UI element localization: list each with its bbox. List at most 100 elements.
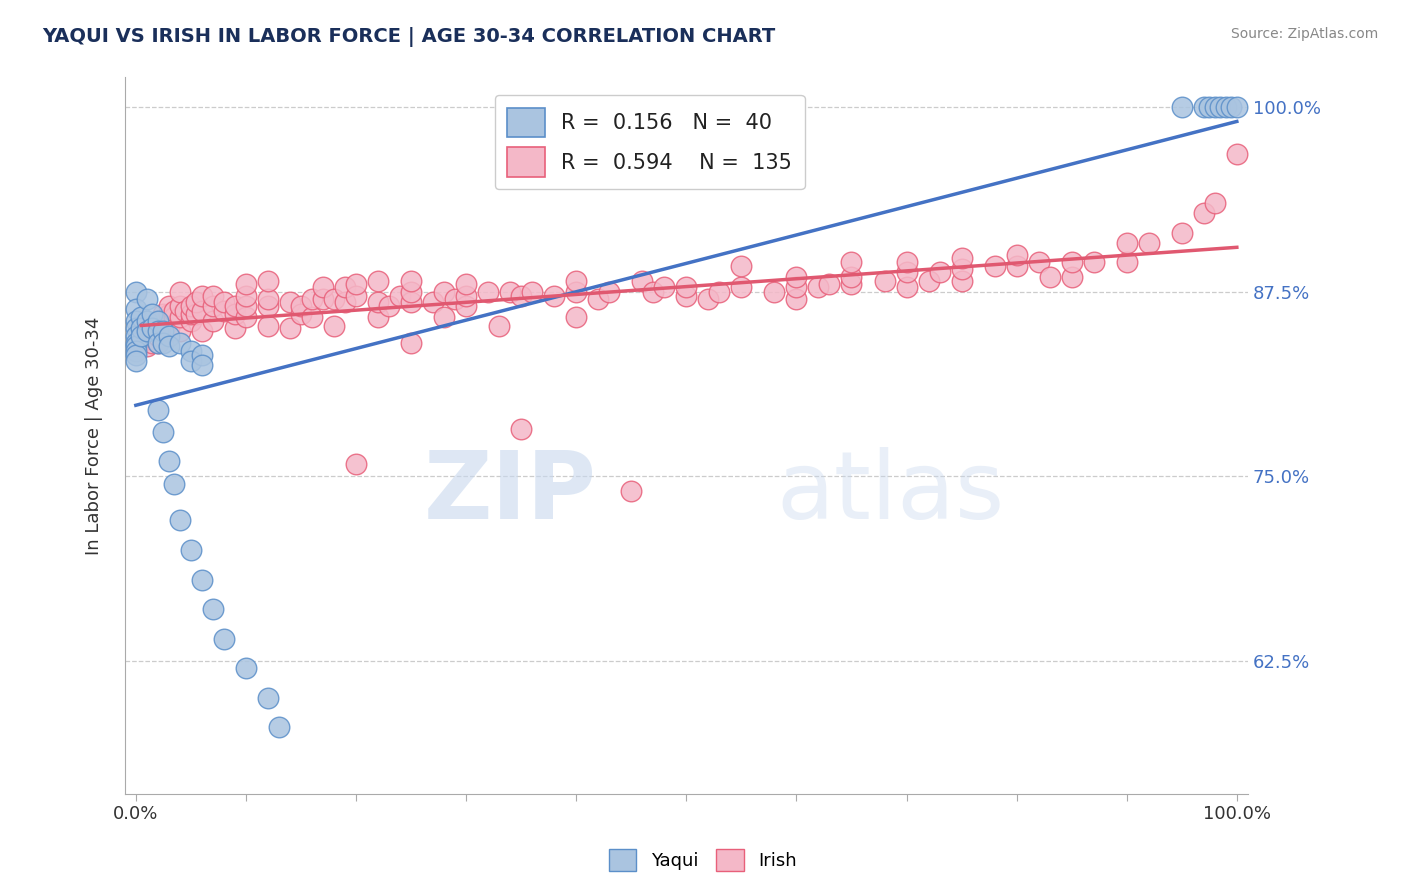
Point — [1192, 206, 1215, 220]
Point — [152, 336, 174, 351]
Point — [1209, 100, 1232, 114]
Point — [186, 307, 208, 321]
Point — [841, 255, 863, 269]
Point — [652, 280, 675, 294]
Point — [125, 314, 148, 328]
Point — [135, 339, 157, 353]
Point — [235, 299, 257, 313]
Point — [1028, 255, 1050, 269]
Point — [224, 299, 246, 313]
Point — [422, 294, 444, 309]
Point — [290, 307, 312, 321]
Point — [157, 321, 180, 335]
Point — [378, 299, 401, 313]
Point — [278, 294, 301, 309]
Point — [149, 325, 172, 339]
Point — [1204, 196, 1226, 211]
Point — [344, 458, 367, 472]
Point — [950, 262, 973, 277]
Point — [1005, 247, 1028, 261]
Point — [174, 303, 197, 318]
Point — [163, 476, 186, 491]
Point — [896, 280, 918, 294]
Point — [191, 573, 214, 587]
Point — [1226, 100, 1249, 114]
Point — [257, 299, 280, 313]
Point — [510, 289, 533, 303]
Point — [367, 274, 389, 288]
Point — [169, 299, 191, 313]
Point — [138, 332, 160, 346]
Point — [588, 292, 610, 306]
Legend: Yaqui, Irish: Yaqui, Irish — [602, 842, 804, 879]
Point — [135, 321, 157, 335]
Point — [125, 343, 148, 358]
Point — [312, 280, 335, 294]
Point — [169, 310, 191, 324]
Point — [565, 274, 588, 288]
Point — [141, 321, 163, 335]
Point — [157, 314, 180, 328]
Point — [131, 329, 153, 343]
Point — [141, 307, 163, 321]
Point — [785, 269, 807, 284]
Point — [169, 513, 191, 527]
Point — [456, 299, 478, 313]
Point — [1137, 235, 1160, 250]
Point — [152, 329, 174, 343]
Point — [146, 336, 169, 351]
Point — [301, 292, 323, 306]
Point — [131, 336, 153, 351]
Point — [399, 274, 422, 288]
Point — [1204, 100, 1226, 114]
Point — [157, 299, 180, 313]
Point — [169, 285, 191, 299]
Point — [125, 302, 148, 317]
Point — [1083, 255, 1105, 269]
Point — [141, 325, 163, 339]
Point — [643, 285, 665, 299]
Point — [896, 265, 918, 279]
Point — [522, 285, 544, 299]
Point — [257, 690, 280, 705]
Point — [1220, 100, 1243, 114]
Y-axis label: In Labor Force | Age 30-34: In Labor Force | Age 30-34 — [86, 317, 103, 555]
Point — [212, 294, 235, 309]
Legend: R =  0.156   N =  40, R =  0.594    N =  135: R = 0.156 N = 40, R = 0.594 N = 135 — [495, 95, 804, 189]
Point — [132, 329, 155, 343]
Point — [157, 454, 180, 468]
Point — [456, 289, 478, 303]
Point — [1215, 100, 1237, 114]
Point — [224, 307, 246, 321]
Point — [399, 294, 422, 309]
Point — [180, 543, 202, 558]
Point — [1039, 269, 1062, 284]
Point — [135, 314, 157, 328]
Point — [180, 299, 202, 313]
Point — [763, 285, 786, 299]
Point — [180, 314, 202, 328]
Point — [201, 299, 224, 313]
Point — [841, 277, 863, 292]
Point — [146, 314, 169, 328]
Point — [675, 289, 697, 303]
Point — [928, 265, 950, 279]
Text: atlas: atlas — [776, 447, 1004, 539]
Point — [367, 294, 389, 309]
Point — [301, 310, 323, 324]
Point — [565, 310, 588, 324]
Point — [278, 321, 301, 335]
Point — [201, 602, 224, 616]
Point — [1171, 100, 1194, 114]
Point — [950, 251, 973, 265]
Point — [191, 289, 214, 303]
Point — [149, 318, 172, 333]
Point — [267, 720, 290, 734]
Point — [125, 348, 148, 362]
Point — [785, 280, 807, 294]
Point — [565, 285, 588, 299]
Point — [543, 289, 565, 303]
Point — [131, 310, 153, 324]
Point — [323, 318, 346, 333]
Point — [257, 274, 280, 288]
